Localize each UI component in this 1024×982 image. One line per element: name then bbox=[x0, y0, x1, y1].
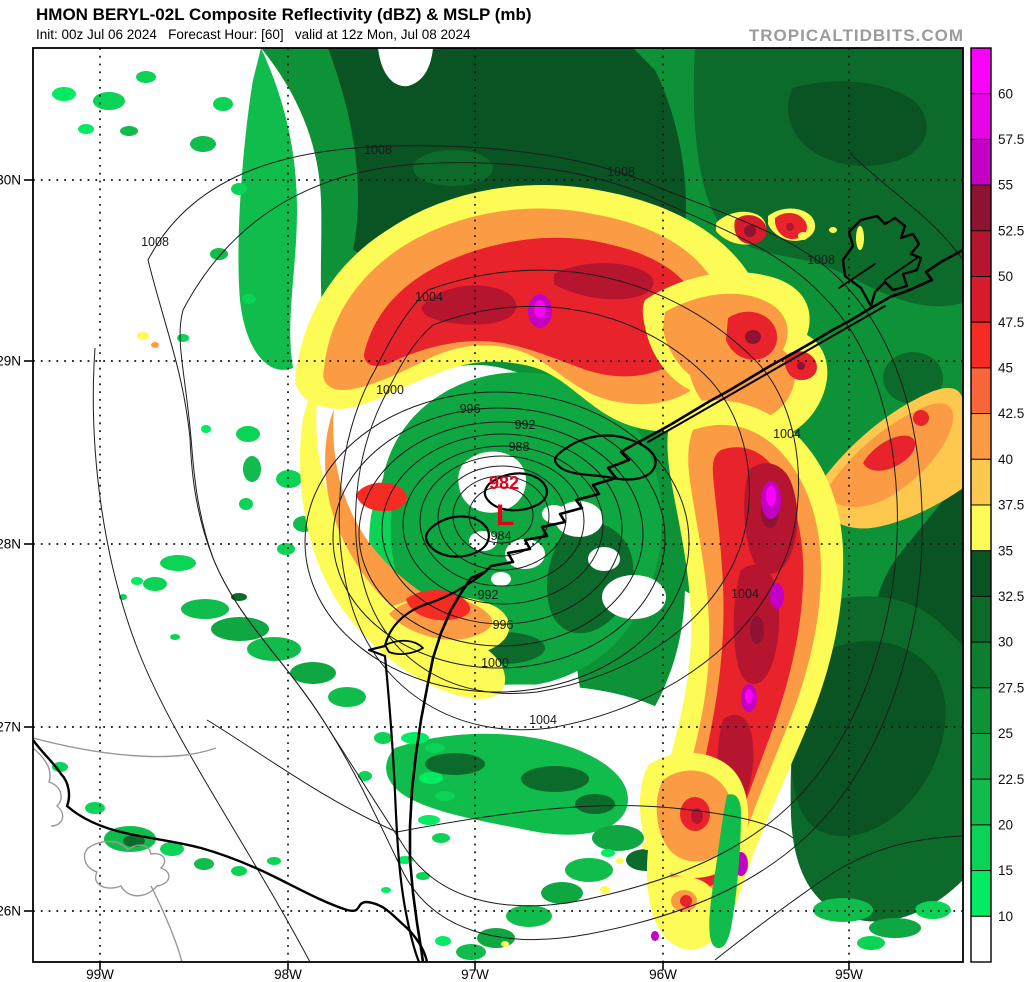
colorbar-tick-20: 20 bbox=[998, 818, 1013, 833]
isobar-label-996: 996 bbox=[493, 618, 514, 632]
init-valid-line: Init: 00z Jul 06 2024 Forecast Hour: [60… bbox=[36, 27, 471, 42]
isobar-label-992: 992 bbox=[515, 418, 536, 432]
isobar-labels: 1008 1008 1008 1008 1004 1004 1004 1004 1000 1000… bbox=[141, 143, 835, 727]
colorbar-tick-57.5: 57.5 bbox=[998, 132, 1024, 147]
lon-label-99W: 99W bbox=[86, 967, 114, 982]
colorbar-tick-30: 30 bbox=[998, 635, 1013, 650]
storm-pressure-label: 982 bbox=[489, 473, 519, 493]
colorbar-tick-47.5: 47.5 bbox=[998, 315, 1024, 330]
isobar-label-988: 988 bbox=[509, 440, 530, 454]
lon-label-97W: 97W bbox=[461, 967, 489, 982]
colorbar-segment-11 bbox=[970, 550, 992, 597]
colorbar-segment-17 bbox=[970, 824, 992, 872]
colorbar-segment-1 bbox=[970, 93, 992, 140]
lon-label-95W: 95W bbox=[835, 967, 863, 982]
colorbar-tick-22.5: 22.5 bbox=[998, 772, 1024, 787]
isobar-label-1008: 1008 bbox=[807, 253, 835, 267]
colorbar-tick-60: 60 bbox=[998, 86, 1013, 101]
isobar-label-1004: 1004 bbox=[731, 587, 759, 601]
colorbar-segment-7 bbox=[970, 367, 992, 415]
storm-L-symbol: L bbox=[496, 499, 514, 532]
colorbar-tick-42.5: 42.5 bbox=[998, 406, 1024, 421]
isobar-label-1004: 1004 bbox=[415, 290, 443, 304]
isobar-label-1008: 1008 bbox=[141, 235, 169, 249]
isobar-label-984: 984 bbox=[491, 529, 512, 543]
colorbar-segment-14 bbox=[970, 687, 992, 734]
colorbar-tick-32.5: 32.5 bbox=[998, 589, 1024, 604]
colorbar-tick-25: 25 bbox=[998, 726, 1013, 741]
isobar-label-1008: 1008 bbox=[364, 143, 392, 157]
colorbar-segment-16 bbox=[970, 778, 992, 826]
reflectivity-field bbox=[33, 48, 963, 962]
colorbar-segment-6 bbox=[970, 321, 992, 369]
colorbar-tick-52.5: 52.5 bbox=[998, 223, 1024, 238]
isobar-label-1000: 1000 bbox=[481, 656, 509, 670]
colorbar-tick-50: 50 bbox=[998, 269, 1013, 284]
isobar-label-996: 996 bbox=[460, 402, 481, 416]
colorbar-tick-27.5: 27.5 bbox=[998, 680, 1024, 695]
colorbar-legend: 60 57.5 55 52.5 50 47.5 45 42.5 40 37.5 35 32.5 30 27… bbox=[970, 47, 1024, 963]
colorbar-segment-13 bbox=[970, 641, 992, 689]
colorbar-tick-37.5: 37.5 bbox=[998, 498, 1024, 513]
colorbar-segment-0 bbox=[970, 47, 992, 95]
map-border bbox=[32, 47, 964, 963]
lat-label-26N: 26N bbox=[0, 904, 21, 919]
colorbar-segment-8 bbox=[970, 413, 992, 460]
colorbar-tick-40: 40 bbox=[998, 452, 1013, 467]
colorbar-segment-2 bbox=[970, 138, 992, 186]
colorbar-tick-35: 35 bbox=[998, 543, 1013, 558]
colorbar-segment-5 bbox=[970, 276, 992, 323]
colorbar-tick-10: 10 bbox=[998, 909, 1013, 924]
map-canvas: 1008 1008 1008 1008 1004 1004 1004 1004 1000 1000… bbox=[32, 47, 964, 963]
lon-label-98W: 98W bbox=[274, 967, 302, 982]
isobar-label-1004: 1004 bbox=[529, 713, 557, 727]
lat-label-29N: 29N bbox=[0, 354, 21, 369]
colorbar-tick-45: 45 bbox=[998, 361, 1013, 376]
colorbar-segment-12 bbox=[970, 595, 992, 643]
page-title: HMON BERYL-02L Composite Reflectivity (d… bbox=[36, 5, 532, 24]
watermark: TROPICALTIDBITS.COM bbox=[748, 26, 964, 45]
colorbar-segment-4 bbox=[970, 230, 992, 277]
colorbar-segment-19 bbox=[970, 915, 992, 963]
lat-label-27N: 27N bbox=[0, 720, 21, 735]
colorbar-segment-10 bbox=[970, 504, 992, 552]
colorbar-frame bbox=[970, 47, 992, 963]
colorbar-segment-3 bbox=[970, 184, 992, 232]
isobar-label-1000: 1000 bbox=[376, 383, 404, 397]
lat-label-28N: 28N bbox=[0, 537, 21, 552]
isobar-label-1004: 1004 bbox=[773, 427, 801, 441]
colorbar-segment-18 bbox=[970, 870, 992, 917]
colorbar-segment-15 bbox=[970, 733, 992, 780]
isobar-label-992: 992 bbox=[478, 588, 499, 602]
isobar-contours bbox=[92, 145, 963, 962]
colorbar-tick-55: 55 bbox=[998, 178, 1013, 193]
lon-label-96W: 96W bbox=[649, 967, 677, 982]
storm-center-marker: 982 L bbox=[489, 473, 519, 532]
colorbar-segment-9 bbox=[970, 458, 992, 506]
axis-labels: 30N 29N 28N 27N 26N 99W 98W 97W 96W 95W bbox=[0, 173, 863, 982]
lat-label-30N: 30N bbox=[0, 173, 21, 188]
colorbar-tick-15: 15 bbox=[998, 863, 1013, 878]
isobar-label-1008: 1008 bbox=[607, 165, 635, 179]
coastline bbox=[33, 214, 963, 962]
